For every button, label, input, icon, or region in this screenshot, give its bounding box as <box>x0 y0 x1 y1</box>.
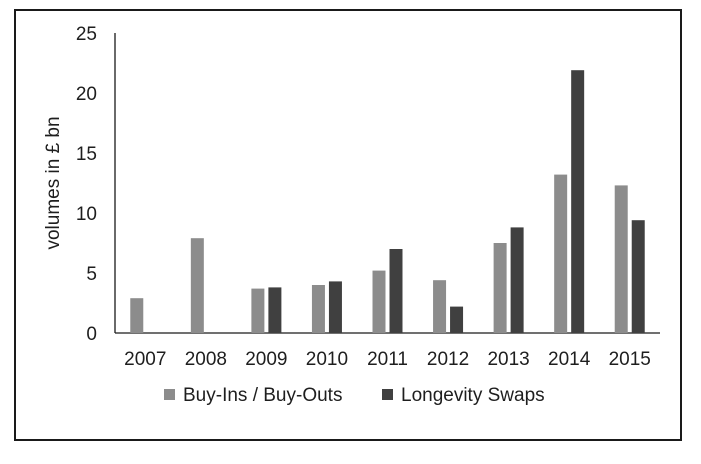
bar-longevity-swaps-2010 <box>328 281 342 333</box>
x-tick-label: 2011 <box>367 349 408 370</box>
bar-buy-ins-buy-outs-2013 <box>493 243 507 333</box>
y-tick-label: 0 <box>86 324 97 345</box>
x-tick-labels: 2007 2008 2009 2010 2011 2012 2013 2014 2015 <box>124 349 651 370</box>
legend-swatch <box>382 389 393 400</box>
bar-longevity-swaps-2015 <box>631 220 645 333</box>
x-tick-label: 2010 <box>306 349 348 370</box>
y-axis-title: volumes in £ bn <box>43 116 64 249</box>
legend-label: Longevity Swaps <box>401 385 545 406</box>
bar-buy-ins-buy-outs-2012 <box>433 280 447 333</box>
bar-longevity-swaps-2009 <box>268 287 282 333</box>
bar-buy-ins-buy-outs-2014 <box>554 174 568 333</box>
bar-buy-ins-buy-outs-2009 <box>251 288 265 333</box>
y-tick-label: 15 <box>76 144 97 165</box>
bar-buy-ins-buy-outs-2010 <box>311 285 325 333</box>
y-tick-label: 5 <box>86 264 97 285</box>
bar-buy-ins-buy-outs-2015 <box>614 185 628 333</box>
bars <box>130 70 645 333</box>
x-tick-label: 2015 <box>609 349 651 370</box>
y-tick-label: 25 <box>76 24 97 45</box>
x-tick-label: 2009 <box>245 349 287 370</box>
legend-swatch <box>164 389 175 400</box>
x-tick-label: 2012 <box>427 349 469 370</box>
x-tick-label: 2008 <box>185 349 227 370</box>
x-tick-label: 2013 <box>487 349 529 370</box>
bar-longevity-swaps-2014 <box>571 70 585 333</box>
y-tick-labels: 0 5 10 15 20 25 <box>76 24 97 345</box>
bar-buy-ins-buy-outs-2008 <box>190 238 204 333</box>
x-tick-label: 2014 <box>548 349 591 370</box>
y-tick-label: 10 <box>76 204 97 225</box>
legend-label: Buy-Ins / Buy-Outs <box>183 385 342 406</box>
bar-longevity-swaps-2013 <box>510 227 524 333</box>
y-tick-label: 20 <box>76 84 97 105</box>
x-tick-label: 2007 <box>124 349 166 370</box>
bar-longevity-swaps-2011 <box>389 249 403 333</box>
chart-frame: 0 5 10 15 20 25 2007 2008 2009 2010 2011 2012 2013 2… <box>14 9 682 441</box>
legend: Buy-Ins / Buy-Outs Longevity Swaps <box>164 385 545 406</box>
bar-longevity-swaps-2012 <box>450 306 464 333</box>
bar-buy-ins-buy-outs-2011 <box>372 270 386 333</box>
bar-buy-ins-buy-outs-2007 <box>130 298 144 333</box>
